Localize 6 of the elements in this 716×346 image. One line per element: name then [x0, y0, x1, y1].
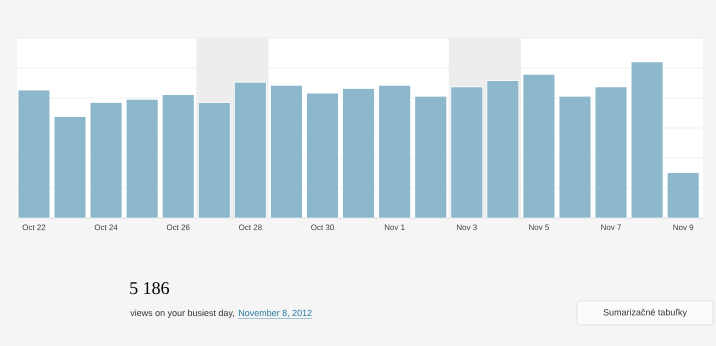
text: Sumarizačné tabuľky — [603, 308, 687, 318]
bar — [450, 86, 483, 218]
text: 5 186 — [130, 282, 170, 294]
bar — [234, 82, 267, 218]
text: November 8, 2012 — [239, 310, 312, 318]
text: views on your busiest day, — [130, 310, 234, 318]
